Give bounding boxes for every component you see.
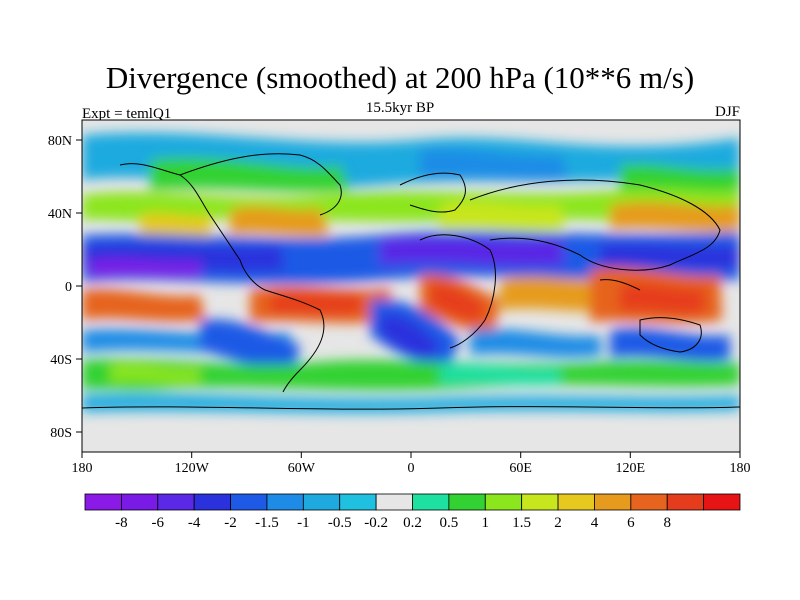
colorbar: -8 -6 -4 -2 -1.5 -1 -0.5 -0.2 0.2 0.5 1 1.5 2 4 6 8: [84, 493, 741, 531]
lat-tick-0: 0: [65, 280, 72, 295]
lon-tick-120w: 120W: [175, 461, 210, 476]
colorbar-swatch: [557, 493, 595, 511]
colorbar-label: 8: [663, 515, 671, 531]
colorbar-swatch: [412, 493, 450, 511]
colorbar-label: -4: [188, 515, 201, 531]
lat-tick-80s: 80S: [50, 426, 72, 441]
colorbar-swatch: [193, 493, 231, 511]
map-title: Divergence (smoothed) at 200 hPa (10**6 …: [105, 60, 695, 95]
colorbar-swatch: [84, 493, 122, 511]
colorbar-swatch: [630, 493, 668, 511]
coastlines: [82, 153, 740, 410]
colorbar-swatch: [230, 493, 268, 511]
colorbar-label: 1: [482, 515, 490, 531]
colorbar-label: 4: [591, 515, 599, 531]
colorbar-label: 1.5: [512, 515, 531, 531]
experiment-label: Expt = temlQ1: [82, 106, 172, 122]
lon-tick-60w: 60W: [288, 461, 316, 476]
longitude-axis: 180 120W 60W 0 60E 120E 180: [72, 452, 751, 476]
colorbar-swatch: [484, 493, 523, 511]
colorbar-label: 0.5: [440, 515, 459, 531]
colorbar-swatch: [157, 493, 195, 511]
colorbar-label: -6: [152, 515, 165, 531]
lon-tick-60e: 60E: [509, 461, 532, 476]
colorbar-label: -2: [224, 515, 237, 531]
colorbar-label: -8: [115, 515, 128, 531]
colorbar-swatch: [302, 493, 341, 511]
colorbar-swatch: [266, 493, 304, 511]
colorbar-swatch: [666, 493, 705, 511]
lat-tick-40n: 40N: [48, 207, 72, 222]
colorbar-swatch: [375, 493, 413, 511]
colorbar-label: -1.5: [255, 515, 279, 531]
colorbar-label: 6: [627, 515, 635, 531]
colorbar-swatch: [120, 493, 159, 511]
colorbar-swatch: [521, 493, 559, 511]
lon-tick-120e: 120E: [616, 461, 646, 476]
colorbar-swatch: [339, 493, 377, 511]
lon-tick-180e: 180: [730, 461, 751, 476]
colorbar-label: -1: [297, 515, 310, 531]
colorbar-label: 0.2: [403, 515, 422, 531]
period-label: 15.5kyr BP: [365, 100, 435, 116]
colorbar-swatch: [703, 493, 741, 511]
colorbar-label: 2: [554, 515, 562, 531]
lat-tick-80n: 80N: [48, 134, 72, 149]
colorbar-label: -0.5: [328, 515, 352, 531]
colorbar-swatch: [594, 493, 632, 511]
season-label: DJF: [714, 104, 740, 120]
divergence-field: [82, 120, 740, 452]
lon-tick-180w: 180: [72, 461, 93, 476]
lat-tick-40s: 40S: [50, 353, 72, 368]
colorbar-swatch: [448, 493, 486, 511]
colorbar-label: -0.2: [364, 515, 388, 531]
lon-tick-0: 0: [408, 461, 415, 476]
latitude-axis: 80N 40N 0 40S 80S: [48, 134, 82, 441]
